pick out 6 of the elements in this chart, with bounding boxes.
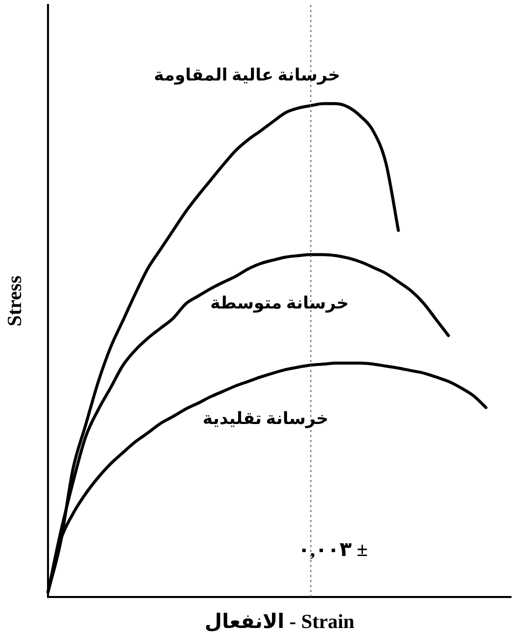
series-label: خرسانة عالية المقاومة [154, 65, 340, 86]
annotation: ٠,٠٠٣ ± [298, 539, 368, 562]
series-label: خرسانة متوسطة [210, 293, 349, 314]
series-label: خرسانة تقليدية [202, 408, 329, 429]
y-axis-title: Stress [4, 275, 26, 326]
x-axis-title: الانفعال - Strain [204, 611, 354, 634]
